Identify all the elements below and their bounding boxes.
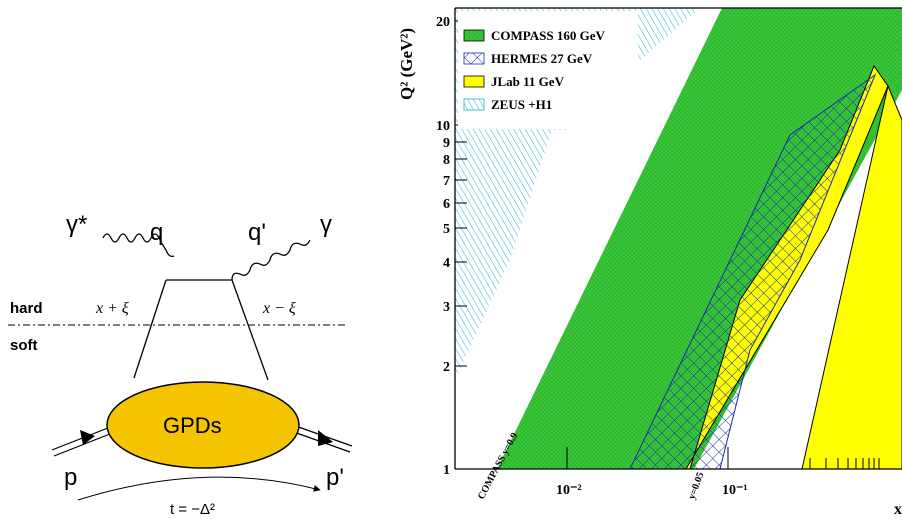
y-tick-4: 4 — [443, 256, 450, 271]
y-tick-5: 5 — [443, 222, 450, 237]
y-tick-1: 1 — [443, 463, 450, 478]
momentum-transfer-arrow — [77, 476, 321, 501]
q-label: q — [150, 219, 163, 246]
quark-right-line — [231, 279, 269, 381]
x-tick-0.01: 10⁻² — [556, 483, 582, 498]
gamma-star-label: γ* — [66, 211, 87, 238]
jlab-region-right — [801, 84, 902, 469]
x-axis-title: x — [894, 501, 902, 518]
p-prime-label: p' — [326, 464, 344, 491]
y-axis-title: Q² (GeV²) — [397, 28, 416, 100]
x-plus-xi-label: x + ξ — [95, 300, 129, 317]
gamma-label: γ — [320, 211, 332, 238]
hard-label: hard — [10, 300, 43, 317]
kinematic-plot: 20 10 9 8 7 6 5 4 3 2 1 10⁻² 10⁻¹ Q² (Ge… — [397, 7, 902, 518]
y-tick-8: 8 — [443, 153, 450, 168]
p-label: p — [64, 464, 77, 491]
zeus-h1-region-lower — [455, 130, 552, 380]
real-photon-line — [231, 239, 311, 281]
legend-swatch-zeus — [463, 98, 485, 111]
y-tick-7: 7 — [443, 174, 450, 189]
legend-label-zeus: ZEUS +H1 — [491, 97, 552, 112]
compass-region — [497, 8, 902, 469]
legend-label-hermes: HERMES 27 GeV — [491, 51, 593, 66]
proton-out-arrow — [318, 430, 333, 446]
legend-label-compass: COMPASS 160 GeV — [491, 28, 605, 43]
y-tick-6: 6 — [443, 197, 450, 212]
legend-swatch-compass — [463, 29, 485, 42]
x-tick-0.1: 10⁻¹ — [722, 483, 748, 498]
x-minus-xi-label: x − ξ — [262, 300, 296, 317]
gpds-label: GPDs — [163, 413, 222, 438]
y-tick-2: 2 — [443, 360, 450, 375]
proton-in-arrow — [80, 430, 95, 445]
legend-swatch-hermes — [463, 52, 485, 65]
soft-label: soft — [10, 337, 38, 354]
feynman-diagram: γ* q q' γ hard soft x + ξ x − ξ GPDs p p… — [8, 211, 353, 518]
hermes-y-annotation: y=0.05 — [686, 471, 706, 501]
virtual-photon-line — [102, 233, 175, 258]
hermes-region — [629, 73, 877, 469]
y-tick-9: 9 — [443, 136, 450, 151]
legend-background — [458, 11, 638, 129]
gpds-blob — [106, 381, 300, 469]
y-tick-20: 20 — [436, 15, 450, 30]
legend-swatch-jlab — [463, 75, 485, 88]
q-prime-label: q' — [248, 219, 266, 246]
t-label: t = −Δ² — [170, 501, 215, 518]
legend-label-jlab: JLab 11 GeV — [491, 74, 565, 89]
y-tick-3: 3 — [443, 300, 450, 315]
y-tick-10: 10 — [436, 119, 450, 134]
legend: COMPASS 160 GeV HERMES 27 GeV JLab 11 Ge… — [458, 11, 638, 129]
x-ticks — [566, 447, 880, 469]
quark-left-line — [133, 279, 167, 379]
